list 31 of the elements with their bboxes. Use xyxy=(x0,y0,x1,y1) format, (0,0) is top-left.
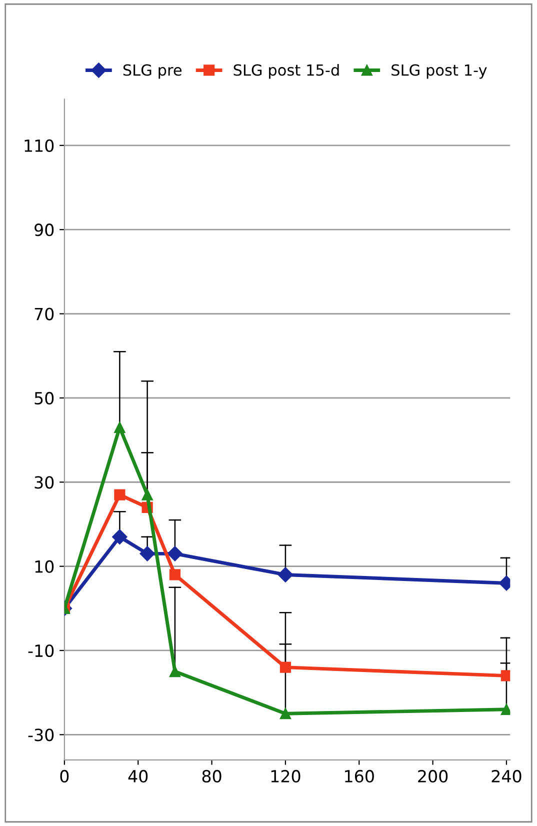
x-tick-label: 0 xyxy=(60,770,69,783)
point xyxy=(278,567,294,582)
point xyxy=(280,708,292,720)
legend-label: SLG post 15-d xyxy=(234,64,339,79)
x-tick-label: 160 xyxy=(345,770,374,783)
point xyxy=(112,529,128,544)
legend-label: SLG post 1-y xyxy=(392,64,487,79)
y-tick-label: -10 xyxy=(28,644,54,658)
y-tick-label: 50 xyxy=(34,392,54,405)
point xyxy=(169,666,181,678)
y-tick-label: 90 xyxy=(34,224,54,236)
point xyxy=(140,546,155,562)
y-tick-label: 70 xyxy=(34,308,54,320)
y-tick-label: -30 xyxy=(28,728,54,742)
y-tick-label: 110 xyxy=(24,139,54,152)
point xyxy=(500,704,510,715)
point xyxy=(169,569,181,580)
y-tick-label: 30 xyxy=(34,476,54,489)
point xyxy=(142,489,153,500)
point xyxy=(114,489,126,500)
point xyxy=(500,670,510,682)
point xyxy=(167,546,183,562)
x-tick-label: 80 xyxy=(202,770,222,783)
y-tick-label: 10 xyxy=(35,560,54,573)
x-tick-label: 120 xyxy=(271,770,300,783)
point xyxy=(114,422,126,433)
x-tick-label: 240 xyxy=(492,770,522,783)
x-tick-label: 40 xyxy=(128,770,148,783)
legend-label: SLG pre xyxy=(123,64,182,79)
point xyxy=(280,662,292,673)
x-tick-label: 200 xyxy=(418,770,448,783)
